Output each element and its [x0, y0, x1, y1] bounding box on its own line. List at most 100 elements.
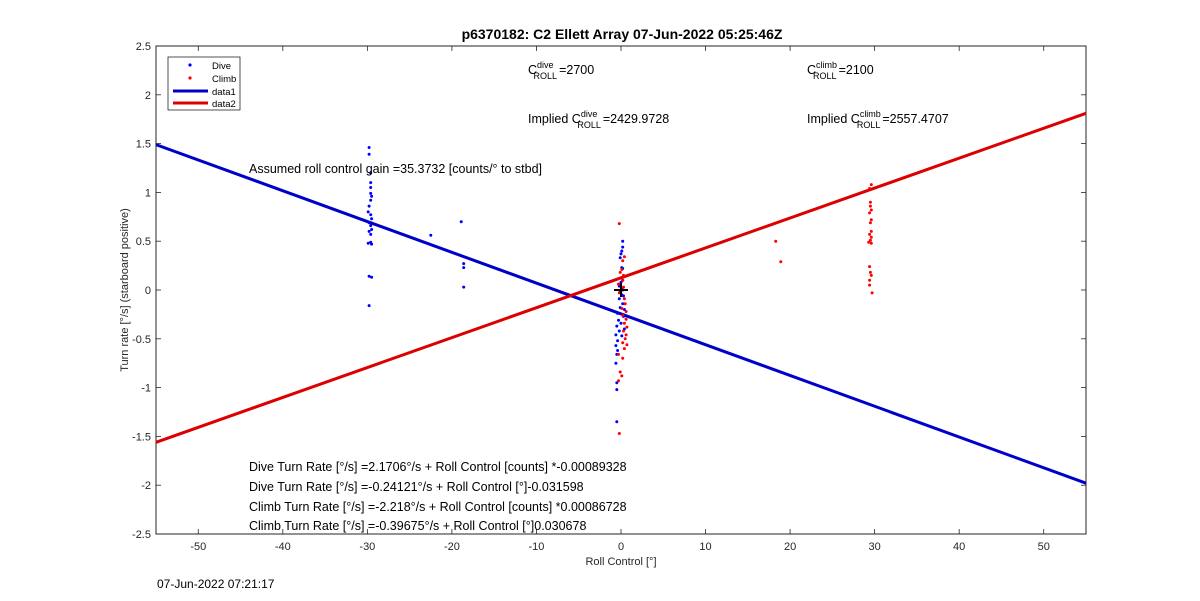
point-climb [867, 240, 871, 244]
legend-data2-label: data2 [212, 99, 236, 110]
point-climb [621, 278, 625, 282]
point-dive [366, 210, 370, 214]
y-tick-label: 1.5 [136, 139, 151, 151]
annotation-fit-2: Dive Turn Rate [°/s] =-0.24121°/s + Roll… [249, 480, 584, 494]
point-dive [621, 245, 625, 249]
point-climb [868, 204, 872, 208]
point-climb [624, 317, 628, 321]
point-dive [620, 249, 624, 253]
point-dive [370, 275, 374, 279]
point-dive [615, 388, 619, 392]
point-climb [622, 273, 625, 277]
annotation-fit-4: Climb Turn Rate [°/s] =-0.39675°/s + Rol… [249, 519, 586, 533]
point-climb [621, 356, 625, 360]
y-tick-label: 1 [145, 187, 151, 199]
x-tick-label: 50 [1038, 541, 1050, 553]
point-climb [620, 374, 624, 378]
point-climb [868, 211, 872, 215]
point-dive [367, 221, 371, 225]
point-dive [367, 146, 371, 149]
point-dive [367, 229, 371, 233]
y-tick-label: -1 [141, 383, 151, 395]
fit-lines [155, 111, 1087, 485]
point-dive [370, 228, 374, 231]
point-dive [369, 186, 373, 189]
line-data1 [155, 143, 1087, 485]
chart-title: p6370182: C2 Ellett Array 07-Jun-2022 05… [462, 26, 783, 42]
point-dive [619, 321, 623, 325]
point-dive [621, 239, 625, 243]
point-dive [367, 304, 371, 308]
point-climb [617, 352, 620, 356]
point-climb [618, 370, 622, 374]
point-climb [624, 333, 628, 337]
point-dive [621, 302, 625, 306]
point-climb [869, 218, 873, 222]
line-data2 [155, 111, 1087, 444]
point-climb [868, 278, 872, 282]
point-dive [370, 194, 374, 198]
point-climb [869, 273, 873, 277]
point-climb [868, 221, 872, 225]
point-dive [617, 318, 620, 322]
point-dive [370, 217, 374, 221]
x-tick-label: 10 [699, 541, 711, 553]
x-axis-label: Roll Control [°] [585, 556, 656, 568]
point-dive [367, 274, 371, 278]
point-climb [868, 238, 872, 242]
point-climb [622, 329, 625, 333]
point-dive [617, 297, 621, 301]
annotation-fit-1: Dive Turn Rate [°/s] =2.1706°/s + Roll C… [249, 460, 627, 474]
point-dive [622, 294, 625, 298]
point-dive [366, 241, 370, 245]
point-dive [614, 361, 618, 365]
annotation-implied-climb: Implied Cclimb ROLL =2557.4707 [807, 109, 949, 130]
point-climb [623, 302, 627, 306]
point-climb [617, 282, 620, 286]
y-axis-label: Turn rate [°/s] (starboard positive) [119, 208, 131, 372]
point-climb [869, 241, 873, 245]
point-dive [616, 339, 620, 343]
point-dive [462, 285, 466, 289]
x-tick-label: -20 [444, 541, 460, 553]
point-climb [625, 343, 629, 347]
y-tick-label: 0.5 [136, 236, 151, 248]
annotation-climb-roll: Cclimb ROLL =2100 [807, 60, 874, 81]
legend-dive-marker [188, 63, 192, 67]
point-climb [869, 235, 873, 239]
point-dive [369, 181, 373, 185]
point-dive [429, 233, 433, 237]
point-climb [869, 229, 873, 233]
point-climb [617, 379, 620, 383]
point-dive [369, 232, 373, 236]
x-tick-label: 40 [953, 541, 965, 553]
timestamp: 07-Jun-2022 07:21:17 [157, 577, 275, 591]
point-dive [369, 171, 373, 175]
point-dive [369, 213, 373, 217]
point-climb [868, 270, 872, 274]
point-dive [619, 280, 623, 284]
point-climb [868, 187, 872, 190]
x-tick-label: 0 [618, 541, 624, 553]
annotation-gain: Assumed roll control gain =35.3732 [coun… [249, 162, 542, 176]
x-tick-label: 30 [869, 541, 881, 553]
legend: Dive Climb data1 data2 [167, 56, 241, 111]
point-dive [614, 333, 618, 337]
annotation-fit-3: Climb Turn Rate [°/s] =-2.218°/s + Roll … [249, 500, 627, 514]
origin-marker [614, 283, 628, 297]
point-dive [367, 204, 371, 208]
x-tick-label: -50 [190, 541, 206, 553]
point-dive [367, 152, 371, 156]
point-climb [621, 341, 625, 345]
point-climb [623, 337, 627, 341]
x-tick-label: -40 [275, 541, 291, 553]
point-climb [620, 268, 624, 271]
point-dive [618, 256, 622, 260]
legend-data1-label: data1 [212, 87, 236, 98]
point-climb [869, 183, 873, 187]
annotation-dive-roll: Cdive ROLL =2700 [528, 60, 594, 81]
point-dive [620, 334, 624, 338]
point-dive [616, 349, 620, 352]
legend-climb-marker [188, 76, 192, 80]
y-tick-label: -0.5 [132, 334, 151, 346]
